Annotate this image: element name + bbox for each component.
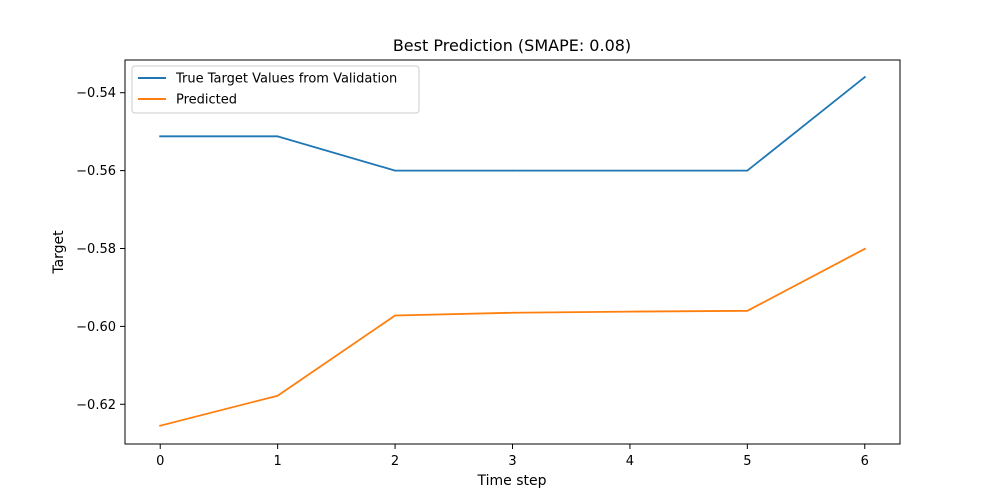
true-target-line-point xyxy=(159,135,162,138)
x-tick-label: 0 xyxy=(156,454,164,469)
true-target-line-point xyxy=(276,135,279,138)
legend-box xyxy=(131,65,420,114)
predicted-line-point xyxy=(863,247,866,250)
x-tick-label: 4 xyxy=(626,454,634,469)
predicted-line-point xyxy=(629,310,631,313)
true-target-line-point xyxy=(863,76,866,79)
y-tick-label: −0.54 xyxy=(76,86,116,101)
x-tick-label: 2 xyxy=(391,454,399,469)
plot-area-frame xyxy=(124,59,901,445)
predicted-line-point xyxy=(276,394,279,397)
x-tick-label: 6 xyxy=(861,454,869,469)
legend-label-predicted: Predicted xyxy=(176,93,237,108)
y-tick-label: −0.62 xyxy=(76,398,116,413)
true-target-line-point xyxy=(629,169,631,172)
true-target-line-point xyxy=(394,169,396,172)
true-target-line-point xyxy=(746,169,749,172)
y-axis-label: Target xyxy=(51,230,67,275)
y-tick-label: −0.58 xyxy=(76,242,116,257)
y-axis-ticks: −0.54 −0.56 −0.58 −0.60 −0.62 xyxy=(76,86,125,413)
series-lines xyxy=(159,75,867,427)
predicted-line xyxy=(159,247,866,427)
legend-label-true-target: True Target Values from Validation xyxy=(175,72,397,87)
x-tick-label: 5 xyxy=(743,454,751,469)
y-tick-label: −0.60 xyxy=(76,320,116,335)
x-axis-label: Time step xyxy=(477,473,547,489)
predicted-line-point xyxy=(159,424,162,427)
true-target-line-point xyxy=(511,169,514,172)
predicted-line-point xyxy=(394,314,396,317)
x-tick-label: 1 xyxy=(274,454,282,469)
y-tick-label: −0.56 xyxy=(76,164,116,179)
predicted-line-point xyxy=(746,309,749,312)
legend: True Target Values from Validation Predi… xyxy=(131,65,420,114)
chart-title: Best Prediction (SMAPE: 0.08) xyxy=(393,36,631,55)
x-tick-label: 3 xyxy=(508,454,516,469)
predicted-line-point xyxy=(511,311,514,314)
x-axis-ticks: 0 1 2 3 4 5 6 xyxy=(156,444,869,469)
